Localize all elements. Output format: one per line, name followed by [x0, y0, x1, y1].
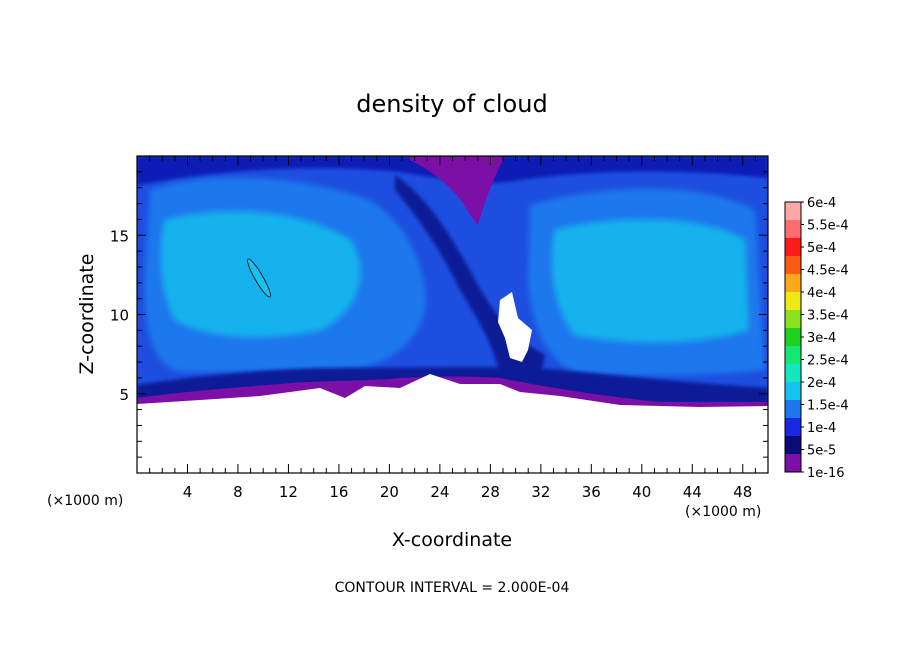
colorbar-label: 3.5e-4 [807, 309, 849, 324]
colorbar-label: 3e-4 [807, 331, 836, 346]
x-unit-right: (×1000 m) [685, 504, 761, 520]
colorbar-swatch [785, 364, 801, 383]
colorbar-label: 4e-4 [807, 286, 836, 301]
x-tick-label: 44 [683, 483, 702, 501]
density-field [137, 156, 768, 473]
x-tick-label: 4 [183, 483, 193, 501]
colorbar-label: 5.5e-4 [807, 219, 849, 234]
colorbar-swatch [785, 310, 801, 329]
x-tick-label: 36 [582, 483, 601, 501]
x-axis: 4 8 12 16 20 24 28 32 36 40 44 48 [149, 156, 756, 501]
colorbar-swatch [785, 454, 801, 473]
x-tick-label: 16 [329, 483, 348, 501]
colorbar-swatch [785, 238, 801, 257]
y-axis: 5 10 15 [110, 171, 768, 458]
colorbar-swatch [785, 202, 801, 221]
colorbar: 1e-16 5e-5 1e-4 1.5e-4 2e-4 2.5e-4 3e-4 3.5e-4 4… [784, 196, 849, 481]
x-tick-label: 28 [481, 483, 500, 501]
colorbar-swatch [785, 220, 801, 239]
colorbar-swatch [785, 382, 801, 401]
colorbar-swatch [785, 400, 801, 419]
colorbar-label: 5e-4 [807, 241, 836, 256]
colorbar-label: 4.5e-4 [807, 264, 849, 279]
x-tick-label: 48 [733, 483, 752, 501]
x-tick-label: 32 [531, 483, 550, 501]
x-tick-label: 12 [279, 483, 298, 501]
colorbar-label: 1e-16 [807, 466, 845, 481]
colorbar-swatch [785, 274, 801, 293]
colorbar-label: 1.5e-4 [807, 399, 849, 414]
y-tick-label: 10 [110, 307, 129, 325]
y-axis-label: Z-coordinate [76, 254, 98, 375]
colorbar-label: 2.5e-4 [807, 354, 849, 369]
colorbar-swatch [785, 418, 801, 437]
chart-title: density of cloud [356, 90, 547, 118]
y-tick-label: 5 [119, 386, 129, 404]
y-tick-label: 15 [110, 227, 129, 245]
colorbar-swatch [785, 346, 801, 365]
x-axis-label: X-coordinate [392, 529, 512, 551]
colorbar-label: 2e-4 [807, 376, 836, 391]
x-tick-label: 40 [632, 483, 651, 501]
x-tick-label: 8 [233, 483, 243, 501]
colorbar-swatch [785, 256, 801, 275]
colorbar-label: 1e-4 [807, 421, 836, 436]
x-tick-label: 24 [430, 483, 449, 501]
x-tick-label: 20 [380, 483, 399, 501]
x-unit-left: (×1000 m) [47, 493, 123, 509]
colorbar-swatch [785, 328, 801, 347]
colorbar-swatch [785, 292, 801, 311]
colorbar-swatch [785, 436, 801, 455]
colorbar-label: 6e-4 [807, 196, 836, 211]
colorbar-label: 5e-5 [807, 444, 836, 459]
contour-interval-note: CONTOUR INTERVAL = 2.000E-04 [335, 580, 570, 596]
